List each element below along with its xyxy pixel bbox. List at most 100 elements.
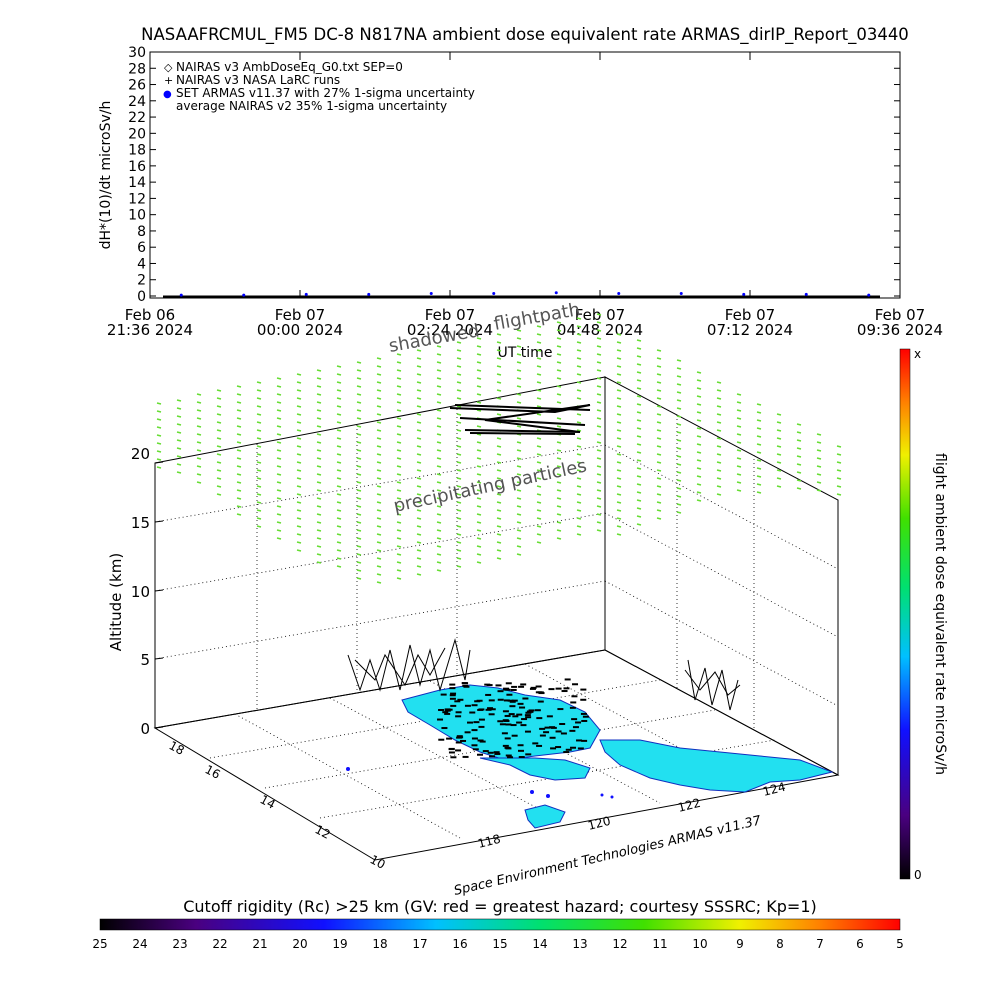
cutoff-rigidity-tick-label: 20: [292, 937, 307, 951]
precipitating-particle-dash: [536, 493, 542, 496]
precipitating-particle-dash: [316, 401, 322, 404]
precipitating-particle-dash: [476, 529, 482, 532]
precipitating-particle-dash: [536, 485, 542, 488]
precipitating-particle-dash: [516, 457, 522, 460]
precipitating-particle-dash: [316, 553, 322, 556]
precipitating-particle-dash: [796, 487, 802, 490]
precipitating-particle-dash: [596, 513, 602, 516]
precipitating-particle-dash: [276, 457, 282, 460]
precipitating-particle-dash: [316, 481, 322, 484]
precipitating-particle-dash: [556, 465, 562, 468]
precipitating-particle-dash: [576, 317, 582, 320]
precipitating-particle-dash: [816, 473, 822, 476]
precipitating-particle-dash: [316, 433, 322, 436]
precipitating-particle-dash: [376, 581, 382, 584]
precipitating-particle-dash: [496, 341, 502, 344]
precipitating-particle-dash: [616, 525, 622, 528]
precipitating-particle-dash: [416, 437, 422, 440]
precipitating-annotation: precipitating particles: [392, 455, 589, 516]
precipitating-particle-dash: [316, 497, 322, 500]
precipitating-particle-dash: [416, 461, 422, 464]
precipitating-particle-dash: [596, 377, 602, 380]
precipitating-particle-dash: [656, 477, 662, 480]
precipitating-particle-dash: [296, 445, 302, 448]
precipitating-particle-dash: [576, 421, 582, 424]
precipitating-particle-dash: [636, 403, 642, 406]
precipitating-particle-dash: [656, 485, 662, 488]
precipitating-particle-dash: [276, 505, 282, 508]
precipitating-particle-dash: [336, 405, 342, 408]
precipitating-particle-dash: [296, 421, 302, 424]
precipitating-particle-dash: [376, 357, 382, 360]
precipitating-particle-dash: [696, 379, 702, 382]
precipitating-particle-dash: [216, 405, 222, 408]
precipitating-particle-dash: [476, 537, 482, 540]
precipitating-particle-dash: [716, 477, 722, 480]
precipitating-particle-dash: [756, 427, 762, 430]
precipitating-particle-dash: [396, 393, 402, 396]
precipitating-particle-dash: [836, 485, 842, 488]
precipitating-particle-dash: [196, 457, 202, 460]
precipitating-particle-dash: [696, 387, 702, 390]
precipitating-particle-dash: [336, 421, 342, 424]
precipitating-particle-dash: [296, 397, 302, 400]
precipitating-particle-dash: [596, 457, 602, 460]
precipitating-particle-dash: [536, 325, 542, 328]
precipitating-particle-dash: [656, 429, 662, 432]
precipitating-particle-dash: [236, 401, 242, 404]
precipitating-particle-dash: [536, 341, 542, 344]
precipitating-particle-dash: [516, 441, 522, 444]
precipitating-particle-dash: [256, 509, 262, 512]
precipitating-particle-dash: [596, 321, 602, 324]
precipitating-particle-dash: [456, 349, 462, 352]
precipitating-particle-dash: [696, 491, 702, 494]
precipitating-particle-dash: [596, 465, 602, 468]
precipitating-particle-dash: [636, 411, 642, 414]
precipitating-particle-dash: [456, 541, 462, 544]
precipitating-particle-dash: [536, 437, 542, 440]
precipitating-particle-dash: [376, 493, 382, 496]
precipitating-particle-dash: [636, 355, 642, 358]
precipitating-particle-dash: [496, 509, 502, 512]
cutoff-rigidity-tick-label: 23: [172, 937, 187, 951]
precipitating-particle-dash: [816, 441, 822, 444]
precipitating-particle-dash: [296, 501, 302, 504]
precipitating-particle-dash: [756, 491, 762, 494]
precipitating-particle-dash: [556, 457, 562, 460]
precipitating-particle-dash: [656, 413, 662, 416]
precipitating-particle-dash: [536, 461, 542, 464]
precipitating-particle-dash: [496, 557, 502, 560]
precipitating-particle-dash: [316, 409, 322, 412]
precipitating-particle-dash: [456, 341, 462, 344]
chart-title: NASAAFRCMUL_FM5 DC-8 N817NA ambient dose…: [141, 25, 909, 45]
precipitating-particle-dash: [316, 457, 322, 460]
precipitating-particle-dash: [516, 473, 522, 476]
precipitating-particle-dash: [336, 525, 342, 528]
precipitating-particle-dash: [536, 405, 542, 408]
precipitating-particle-dash: [536, 349, 542, 352]
precipitating-particle-dash: [556, 473, 562, 476]
precipitating-particle-dash: [616, 469, 622, 472]
precipitating-particle-dash: [396, 457, 402, 460]
precipitating-particle-dash: [296, 541, 302, 544]
precipitating-particle-dash: [576, 525, 582, 528]
cutoff-rigidity-tick-label: 6: [856, 937, 864, 951]
precipitating-particle-dash: [376, 453, 382, 456]
precipitating-particle-dash: [796, 439, 802, 442]
precipitating-particle-dash: [396, 521, 402, 524]
precipitating-particle-dash: [476, 433, 482, 436]
precipitating-particle-dash: [456, 509, 462, 512]
legend-label-nairas-ambdose: NAIRAS v3 AmbDoseEq_G0.txt SEP=0: [176, 60, 403, 74]
precipitating-particle-dash: [656, 469, 662, 472]
precipitating-particle-dash: [356, 521, 362, 524]
precipitating-particle-dash: [836, 493, 842, 496]
precipitating-particle-dash: [596, 329, 602, 332]
precipitating-particle-dash: [236, 457, 242, 460]
precipitating-particle-dash: [476, 393, 482, 396]
precipitating-particle-dash: [396, 529, 402, 532]
precipitating-particle-dash: [356, 409, 362, 412]
precipitating-particle-dash: [236, 417, 242, 420]
altitude-axis-label: Altitude (km): [107, 553, 125, 651]
precipitating-particle-dash: [156, 466, 162, 469]
precipitating-particle-dash: [436, 521, 442, 524]
